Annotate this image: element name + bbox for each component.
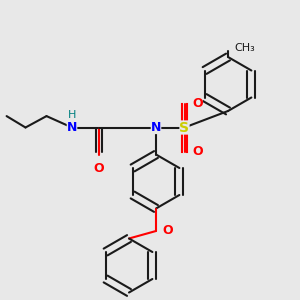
Text: O: O xyxy=(162,224,172,238)
Text: N: N xyxy=(67,121,77,134)
Text: S: S xyxy=(179,121,190,134)
Text: O: O xyxy=(192,97,202,110)
Text: O: O xyxy=(192,145,202,158)
Text: O: O xyxy=(94,162,104,175)
Text: N: N xyxy=(151,121,161,134)
Text: CH₃: CH₃ xyxy=(234,43,255,53)
Text: H: H xyxy=(68,110,76,120)
